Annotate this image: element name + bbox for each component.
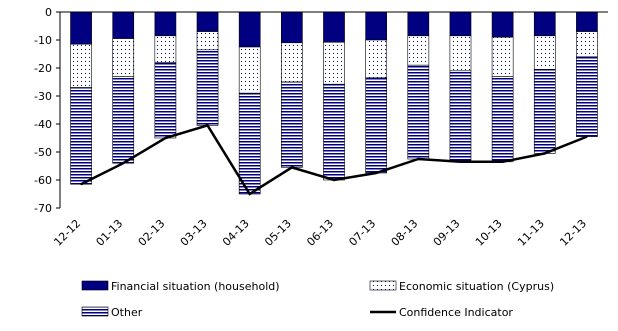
legend-swatch: [81, 280, 109, 291]
bar-0-12-13: [576, 11, 598, 32]
y-tick-label: 0: [45, 6, 52, 19]
legend-label: Financial situation (household): [111, 280, 280, 293]
bar-2-08-13: [407, 64, 430, 160]
line-point-01-13: [122, 162, 125, 164]
bar-2-05-13: [281, 81, 303, 168]
bar-0-07-13: [365, 11, 387, 41]
line-point-06-13: [333, 179, 335, 181]
line-point-09-13: [459, 161, 462, 163]
bar-2-01-13: [112, 76, 135, 164]
bar-2-02-13: [154, 62, 177, 139]
x-tick-label: 10-13: [473, 217, 505, 249]
x-tick-label: 08-13: [389, 217, 421, 249]
y-tick-label: -70: [34, 202, 52, 215]
legend-item: Economic situation (Cyprus): [369, 280, 554, 293]
bar-0-10-13: [491, 11, 514, 38]
bar-0-02-13: [154, 11, 177, 37]
line-point-10-13: [501, 161, 504, 163]
x-tick-label: 05-13: [262, 217, 294, 249]
bar-1-06-13: [323, 41, 345, 85]
x-tick-label: 07-13: [346, 217, 378, 249]
bar-0-06-13: [323, 11, 345, 43]
line-point-08-13: [417, 158, 420, 160]
bar-1-03-13: [196, 31, 219, 51]
legend-label: Confidence Indicator: [399, 306, 513, 319]
x-tick-label: 09-13: [431, 217, 463, 249]
bar-2-09-13: [449, 70, 472, 163]
bar-2-10-13: [491, 76, 514, 163]
x-tick-label: 03-13: [178, 217, 210, 249]
line-point-07-13: [375, 172, 377, 174]
legend-swatch: [369, 280, 397, 291]
legend-label: Economic situation (Cyprus): [399, 280, 554, 293]
bar-0-04-13: [238, 11, 261, 48]
bar-2-06-13: [323, 83, 345, 181]
bar-0-01-13: [112, 11, 135, 39]
bar-0-09-13: [449, 11, 472, 37]
legend-swatch: [81, 306, 109, 317]
legend-item: Financial situation (household): [81, 280, 280, 293]
bar-0-03-13: [196, 11, 219, 32]
bar-0-12-12: [70, 11, 92, 45]
x-tick-label: 12-13: [557, 217, 589, 249]
bar-1-07-13: [365, 39, 387, 79]
legend-label: Other: [111, 306, 143, 319]
y-tick-label: -40: [34, 118, 52, 131]
legend-item: Other: [81, 306, 143, 319]
bar-1-11-13: [533, 35, 556, 70]
y-tick-label: -60: [34, 174, 52, 187]
bar-1-10-13: [491, 36, 514, 77]
y-tick-label: -10: [34, 34, 52, 47]
bar-0-05-13: [281, 11, 303, 44]
bar-0-11-13: [533, 11, 556, 37]
x-tick-label: 11-13: [515, 217, 547, 249]
bar-1-09-13: [449, 35, 472, 72]
line-point-04-13: [248, 193, 251, 195]
line-point-11-13: [543, 152, 546, 155]
y-tick-label: -50: [34, 146, 52, 159]
line-point-03-13: [206, 124, 209, 127]
bar-2-07-13: [365, 77, 387, 174]
legend-item: Confidence Indicator: [370, 306, 513, 319]
x-tick-label: 06-13: [304, 217, 336, 249]
bar-1-02-13: [154, 35, 177, 63]
bar-2-03-13: [196, 49, 219, 126]
x-tick-label: 02-13: [136, 217, 168, 249]
line-point-05-13: [291, 166, 293, 169]
bar-2-04-13: [238, 92, 261, 195]
line-point-12-13: [586, 135, 588, 138]
bar-1-01-13: [112, 38, 135, 77]
bar-1-08-13: [407, 35, 430, 66]
bar-1-12-12: [70, 43, 92, 88]
x-tick-label: 04-13: [220, 217, 252, 249]
line-point-02-13: [164, 137, 167, 139]
x-tick-label: 01-13: [94, 217, 126, 249]
bar-1-05-13: [281, 42, 303, 83]
bar-2-12-12: [70, 87, 92, 185]
bar-2-12-13: [576, 56, 598, 137]
y-tick-label: -20: [34, 62, 52, 75]
y-tick-label: -30: [34, 90, 52, 103]
bar-1-12-13: [576, 31, 598, 58]
x-tick-label: 12-12: [51, 217, 83, 249]
line-point-12-12: [80, 183, 82, 185]
bar-2-11-13: [533, 69, 556, 154]
bar-1-04-13: [238, 46, 261, 94]
bar-0-08-13: [407, 11, 430, 37]
